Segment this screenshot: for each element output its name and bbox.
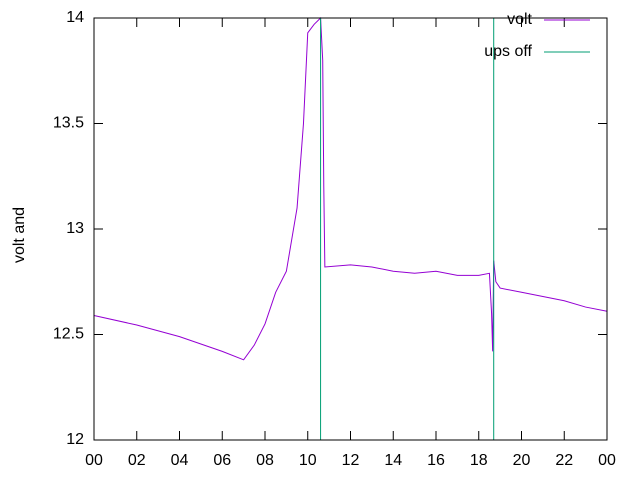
x-tick-label: 18 <box>470 452 488 469</box>
legend-label: volt <box>507 11 532 28</box>
x-tick-label: 06 <box>213 452 231 469</box>
series-line <box>93 16 608 361</box>
y-tick-label: 12.5 <box>53 326 84 343</box>
y-tick-label: 13 <box>66 220 84 237</box>
x-tick-label: 12 <box>342 452 360 469</box>
y-tick-label: 14 <box>66 9 84 26</box>
x-tick-label: 22 <box>555 452 573 469</box>
x-tick-label: 08 <box>256 452 274 469</box>
series-line <box>320 18 495 440</box>
x-tick-label: 10 <box>299 452 317 469</box>
y-tick-label: 12 <box>66 431 84 448</box>
x-tick-label: 00 <box>598 452 616 469</box>
legend-label: ups off <box>484 43 532 60</box>
x-tick-label: 02 <box>128 452 146 469</box>
x-tick-label: 20 <box>513 452 531 469</box>
x-tick-label: 16 <box>427 452 445 469</box>
plot-border <box>93 17 608 441</box>
x-tick-label: 04 <box>171 452 189 469</box>
x-tick-label: 14 <box>384 452 402 469</box>
y-axis-label: volt and <box>11 207 28 263</box>
y-tick-label: 13.5 <box>53 115 84 132</box>
x-tick-label: 00 <box>85 452 103 469</box>
